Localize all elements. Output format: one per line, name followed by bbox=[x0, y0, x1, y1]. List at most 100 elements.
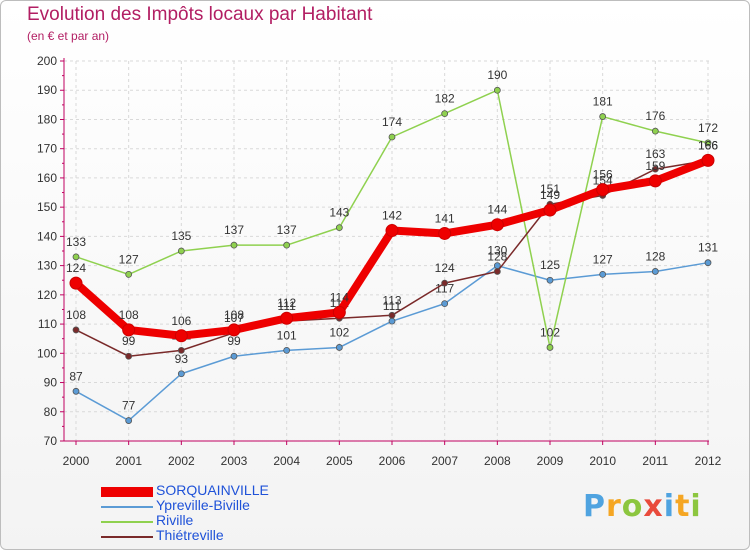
x-tick-label: 2009 bbox=[537, 454, 564, 468]
data-label: 111 bbox=[278, 299, 297, 313]
data-label: 127 bbox=[119, 252, 139, 266]
brand-letter: i bbox=[663, 489, 676, 524]
y-tick-label: 80 bbox=[44, 405, 58, 419]
data-point bbox=[125, 352, 133, 360]
data-label: 131 bbox=[698, 241, 718, 255]
data-point bbox=[438, 226, 452, 240]
data-label: 149 bbox=[540, 188, 560, 202]
legend-swatch bbox=[101, 535, 153, 538]
data-point bbox=[72, 253, 80, 261]
x-tick-label: 2000 bbox=[63, 454, 90, 468]
data-point bbox=[69, 276, 83, 290]
data-point bbox=[388, 311, 396, 319]
data-point bbox=[441, 110, 449, 118]
data-label: 108 bbox=[66, 308, 86, 322]
data-label: 176 bbox=[645, 109, 665, 123]
data-point bbox=[441, 300, 449, 308]
x-tick-label: 2005 bbox=[326, 454, 353, 468]
legend-label: Riville bbox=[156, 512, 194, 528]
data-point bbox=[177, 370, 185, 378]
data-label: 142 bbox=[382, 209, 402, 223]
y-tick-label: 110 bbox=[38, 317, 57, 331]
data-label: 124 bbox=[66, 261, 86, 275]
legend-swatch bbox=[101, 520, 153, 523]
y-tick-label: 70 bbox=[44, 434, 58, 448]
x-tick-label: 2012 bbox=[695, 454, 722, 468]
data-point bbox=[651, 127, 659, 135]
data-point bbox=[177, 346, 185, 354]
data-point bbox=[335, 224, 343, 232]
data-point bbox=[174, 329, 188, 343]
legend-swatch bbox=[101, 486, 153, 497]
y-tick-label: 160 bbox=[37, 171, 57, 185]
y-tick-label: 120 bbox=[37, 288, 57, 302]
legend-label: SORQUAINVILLE bbox=[156, 482, 269, 498]
data-point bbox=[125, 417, 133, 424]
data-point bbox=[701, 153, 715, 167]
data-label: 125 bbox=[540, 258, 560, 272]
data-label: 174 bbox=[382, 115, 402, 129]
data-label: 154 bbox=[593, 173, 613, 187]
legend-label: Ypreville-Biville bbox=[156, 497, 250, 513]
y-tick-label: 100 bbox=[37, 346, 57, 360]
y-tick-label: 130 bbox=[37, 259, 57, 273]
data-point bbox=[332, 305, 346, 319]
data-label: 128 bbox=[645, 249, 665, 263]
data-point bbox=[230, 352, 238, 360]
data-label: 144 bbox=[487, 203, 507, 217]
y-tick-label: 150 bbox=[37, 200, 57, 214]
x-tick-label: 2008 bbox=[484, 454, 511, 468]
data-point bbox=[441, 279, 449, 287]
data-point bbox=[546, 276, 554, 284]
y-tick-label: 190 bbox=[37, 83, 57, 97]
data-label: 130 bbox=[487, 244, 507, 258]
data-label: 124 bbox=[435, 261, 455, 275]
data-label: 93 bbox=[175, 352, 189, 366]
data-label: 106 bbox=[171, 314, 191, 328]
data-point bbox=[177, 247, 185, 255]
data-point bbox=[122, 323, 136, 337]
data-label: 166 bbox=[698, 138, 718, 152]
x-tick-label: 2001 bbox=[115, 454, 142, 468]
data-label: 112 bbox=[277, 296, 296, 310]
data-point bbox=[72, 326, 80, 334]
data-point bbox=[543, 203, 557, 217]
data-label: 114 bbox=[330, 290, 349, 304]
data-point bbox=[599, 113, 607, 120]
data-label: 166 bbox=[698, 138, 718, 152]
data-point bbox=[72, 387, 80, 395]
data-label: 137 bbox=[224, 223, 244, 237]
data-point bbox=[651, 268, 659, 275]
data-label: 135 bbox=[171, 229, 191, 243]
y-tick-label: 200 bbox=[37, 54, 57, 68]
data-label: 113 bbox=[382, 293, 401, 307]
data-point bbox=[230, 241, 238, 249]
data-point bbox=[335, 344, 343, 351]
brand-letter: o bbox=[621, 489, 644, 524]
data-label: 182 bbox=[435, 92, 455, 106]
data-label: 137 bbox=[277, 223, 297, 237]
data-label: 141 bbox=[435, 211, 455, 225]
data-label: 87 bbox=[69, 369, 83, 383]
y-tick-label: 180 bbox=[37, 112, 57, 126]
data-label: 108 bbox=[224, 308, 244, 322]
y-tick-label: 170 bbox=[37, 142, 57, 156]
data-point bbox=[704, 259, 712, 267]
data-label: 99 bbox=[227, 334, 241, 348]
data-label: 108 bbox=[119, 308, 139, 322]
data-label: 151 bbox=[540, 182, 560, 196]
data-label: 156 bbox=[593, 168, 613, 182]
data-point bbox=[651, 165, 659, 173]
data-point bbox=[283, 241, 291, 249]
brand-letter: r bbox=[606, 489, 622, 524]
data-label: 190 bbox=[487, 68, 507, 82]
x-tick-label: 2011 bbox=[642, 454, 668, 468]
data-point bbox=[490, 218, 504, 232]
x-tick-label: 2010 bbox=[589, 454, 616, 468]
data-label: 143 bbox=[329, 206, 349, 220]
legend-label: Thiétreville bbox=[156, 527, 224, 543]
x-tick-label: 2002 bbox=[168, 454, 195, 468]
data-label: 107 bbox=[224, 311, 244, 325]
